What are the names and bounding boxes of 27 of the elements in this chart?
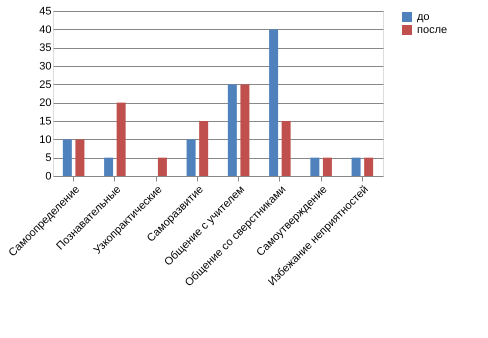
bar: [75, 139, 84, 176]
bar: [62, 139, 72, 176]
bar: [104, 158, 114, 176]
y-tick-label: 35: [39, 42, 52, 54]
y-tick-label: 5: [45, 152, 52, 164]
bar: [199, 121, 208, 176]
y-tick-label: 30: [39, 60, 52, 72]
bar: [352, 158, 361, 176]
bar: [282, 121, 291, 176]
y-tick-label: 20: [39, 97, 52, 110]
bar: [228, 84, 237, 176]
y-tick-label: 25: [39, 78, 52, 91]
bar: [186, 139, 196, 176]
bar: [269, 29, 278, 176]
bar: [322, 158, 332, 176]
y-tick-label: 45: [39, 6, 52, 18]
bar: [310, 158, 320, 176]
bar: [240, 84, 250, 176]
y-tick-label: 10: [39, 134, 52, 146]
bar: [364, 158, 374, 176]
bar: [158, 158, 167, 176]
legend-label: до: [417, 11, 430, 23]
bar: [116, 102, 126, 176]
y-tick-label: 15: [39, 116, 52, 128]
y-tick-label: 40: [39, 24, 52, 36]
legend-label: после: [417, 24, 448, 36]
y-tick-label: 0: [45, 170, 52, 182]
